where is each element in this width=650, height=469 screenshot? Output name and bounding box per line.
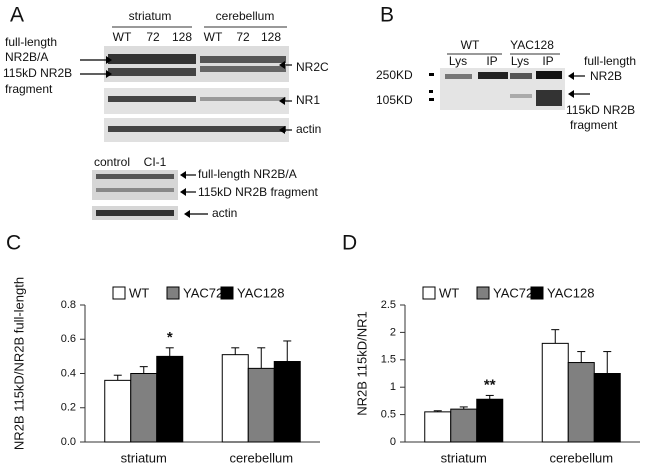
y-axis-label: NR2B 115kD/NR2B full-length (11, 277, 26, 450)
band-label: 115kD NR2B (3, 66, 72, 80)
bar (593, 373, 621, 443)
marker-label: 250KD (376, 68, 413, 82)
band-label: NR2B/A (5, 50, 48, 64)
lane-label: WT (204, 30, 223, 44)
legend-swatch (422, 286, 436, 300)
y-tick-label: 0 (390, 436, 396, 448)
legend-label: YAC128 (237, 285, 284, 300)
lane-label: 128 (172, 30, 192, 44)
region-label: cerebellum (216, 9, 275, 23)
legend-label: YAC128 (547, 285, 594, 300)
y-tick-label: 1.5 (381, 354, 396, 366)
lane-label: control (94, 155, 130, 169)
x-tick-label: cerebellum (549, 450, 613, 465)
x-tick-label: striatum (441, 450, 487, 465)
y-tick-label: 0.5 (381, 409, 396, 421)
panel-label: C (6, 232, 21, 255)
annotation: ** (484, 376, 496, 393)
blot-b: WT YAC128 Lys IP Lys IP 250KD 105KD full… (376, 38, 636, 132)
bar (104, 379, 132, 443)
legend-swatch (476, 286, 490, 300)
band-label: 115kD NR2B (566, 103, 635, 117)
lane-label: Lys (511, 54, 529, 68)
band-label: full-length (584, 54, 636, 68)
lane-label: IP (542, 54, 553, 68)
blot-a: striatum cerebellum WT 72 128 WT 72 128 … (3, 9, 329, 142)
group-label: WT (461, 38, 480, 52)
group-label: YAC128 (510, 38, 554, 52)
annotation: * (167, 329, 173, 346)
band-label: fragment (570, 118, 618, 132)
bar (273, 361, 301, 443)
band-label: NR2B (590, 69, 622, 83)
band-label: full-length (5, 35, 57, 49)
band-label: NR1 (296, 93, 320, 107)
band-label: NR2C (296, 60, 329, 74)
legend-swatch (166, 286, 180, 300)
y-tick-label: 2 (390, 326, 396, 338)
legend-label: YAC72 (493, 285, 533, 300)
bar (221, 354, 249, 443)
bar (424, 411, 452, 443)
lane-label: CI-1 (144, 155, 167, 169)
x-tick-label: striatum (121, 450, 167, 465)
y-tick-label: 0.2 (61, 402, 76, 414)
panel-label: A (10, 4, 24, 27)
band-label: full-length NR2B/A (198, 167, 297, 181)
legend-swatch (112, 286, 126, 300)
band-label: actin (212, 206, 237, 220)
lane-label: 128 (261, 30, 281, 44)
marker-label: 105KD (376, 93, 413, 107)
legend-label: WT (129, 285, 149, 300)
y-axis-label: NR2B 115kD/NR1 (354, 311, 369, 416)
lane-label: Lys (449, 54, 467, 68)
region-label: striatum (129, 9, 172, 23)
x-tick-label: cerebellum (229, 450, 293, 465)
legend-label: WT (439, 285, 459, 300)
panel-label: D (342, 232, 357, 255)
band-label: fragment (5, 82, 53, 96)
lane-label: IP (486, 54, 497, 68)
bar (130, 373, 158, 443)
bar (450, 408, 478, 443)
y-tick-label: 0.4 (61, 367, 76, 379)
band-label: actin (296, 122, 321, 136)
lane-label: WT (113, 30, 132, 44)
band-label: 115kD NR2B fragment (198, 185, 318, 199)
legend-swatch (530, 286, 544, 300)
legend-swatch (220, 286, 234, 300)
legend-label: YAC72 (183, 285, 223, 300)
bar (247, 367, 275, 443)
y-tick-label: 2.5 (381, 299, 396, 311)
bar (567, 362, 595, 443)
bar (541, 342, 569, 443)
y-tick-label: 0.0 (61, 436, 76, 448)
bar (476, 398, 504, 443)
y-tick-label: 0.6 (61, 333, 76, 345)
y-tick-label: 0.8 (61, 299, 76, 311)
panel-label: B (380, 4, 394, 27)
blot-a2: control CI-1 full-length NR2B/A 115kD NR… (92, 155, 318, 220)
y-tick-label: 1 (390, 381, 396, 393)
bar (156, 355, 184, 443)
lane-label: 72 (236, 30, 250, 44)
lane-label: 72 (146, 30, 160, 44)
